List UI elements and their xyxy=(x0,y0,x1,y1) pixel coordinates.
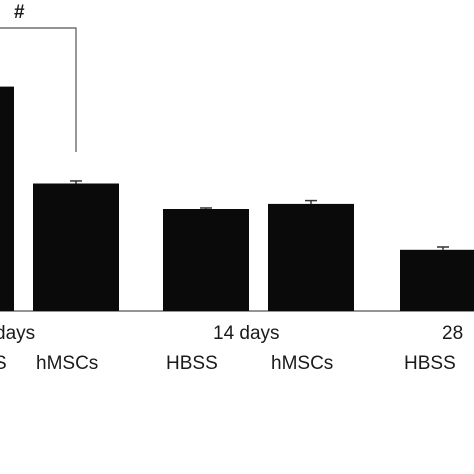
bar-7-days-hbss xyxy=(0,86,14,311)
category-label-14-days-hbss: HBSS xyxy=(166,353,218,374)
error-bars-group xyxy=(70,180,449,250)
significance-bracket: # xyxy=(0,2,77,152)
group-label-28-days: 28 xyxy=(442,323,463,344)
group-label-7-days: days xyxy=(0,323,35,344)
bar-14-days-hbss xyxy=(163,209,249,311)
x-tick-labels: days 14 days 28 S hMSCs HBSS hMSCs HBSS xyxy=(0,323,463,374)
bar-14-days-hmscs xyxy=(268,203,354,311)
bar-28-days-hbss xyxy=(400,249,474,311)
group-label-14-days: 14 days xyxy=(213,323,280,344)
category-label-7-days-hmscs: hMSCs xyxy=(36,353,98,374)
bar-7-days-hmscs xyxy=(33,183,119,311)
significance-marker: # xyxy=(14,2,25,23)
category-label-14-days-hmscs: hMSCs xyxy=(271,353,333,374)
significance-bracket-line xyxy=(0,27,77,152)
category-label-28-days-hbss: HBSS xyxy=(404,353,456,374)
category-label-7-days-hbss: S xyxy=(0,353,7,374)
bars-group xyxy=(0,86,474,311)
